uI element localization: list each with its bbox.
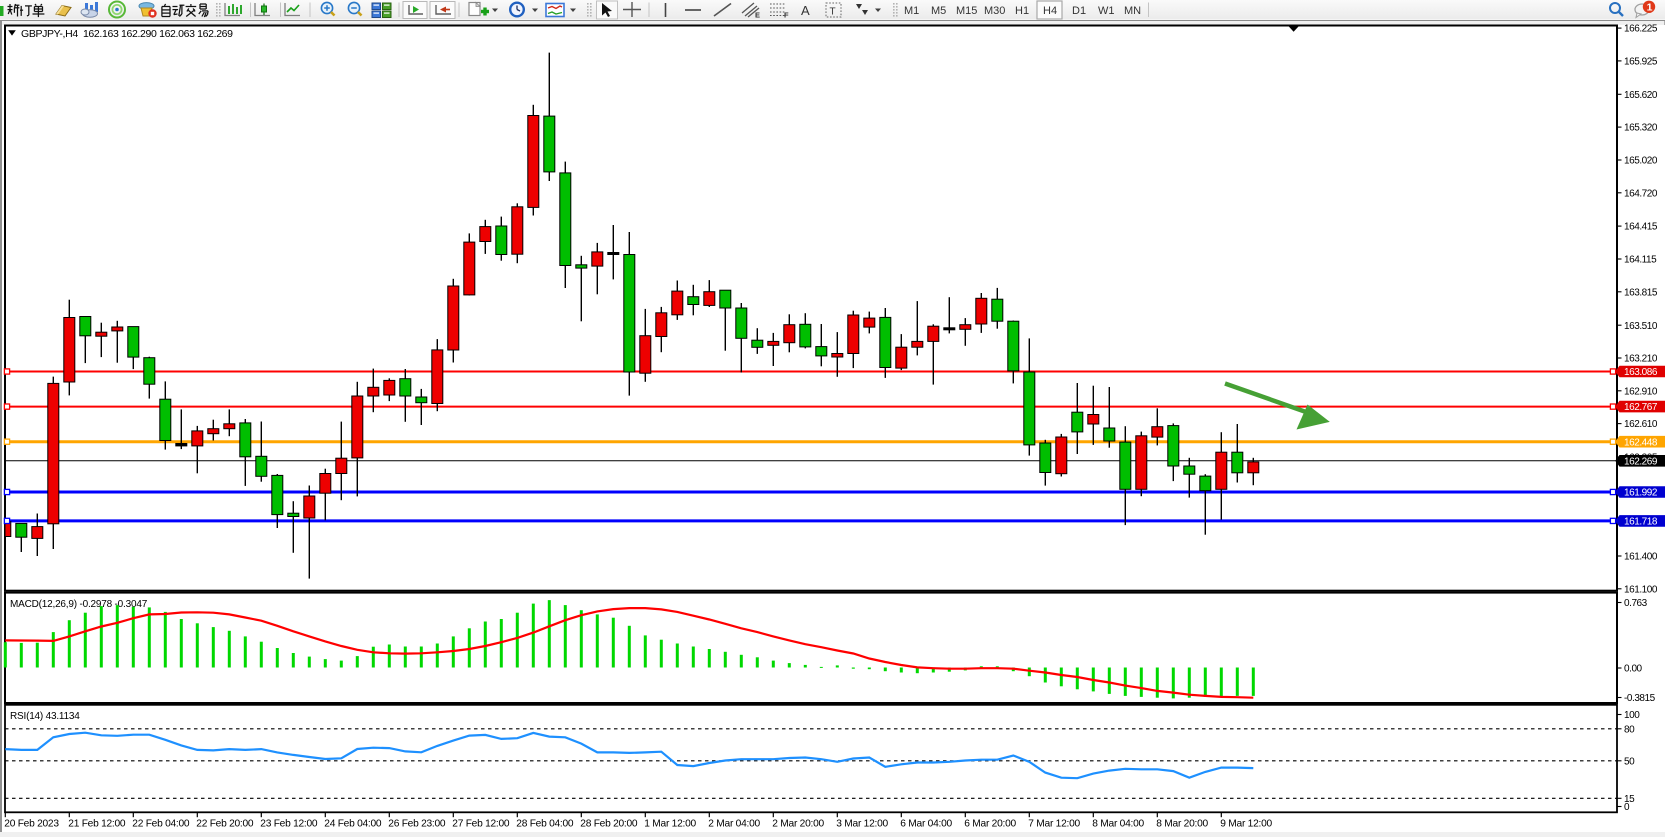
svg-text:165.925: 165.925 xyxy=(1624,57,1658,68)
svg-text:-0.3815: -0.3815 xyxy=(1624,693,1656,704)
svg-text:161.718: 161.718 xyxy=(1624,517,1658,528)
svg-text:MN: MN xyxy=(1124,5,1141,17)
svg-text:28 Feb 20:00: 28 Feb 20:00 xyxy=(580,819,638,830)
svg-text:22 Feb 04:00: 22 Feb 04:00 xyxy=(132,819,190,830)
svg-text:E: E xyxy=(755,11,760,20)
svg-text:27 Feb 12:00: 27 Feb 12:00 xyxy=(452,819,510,830)
svg-text:2 Mar 04:00: 2 Mar 04:00 xyxy=(708,819,760,830)
svg-text:22 Feb 20:00: 22 Feb 20:00 xyxy=(196,819,254,830)
svg-text:26 Feb 23:00: 26 Feb 23:00 xyxy=(388,819,446,830)
svg-text:M15: M15 xyxy=(956,5,977,17)
svg-text:9 Mar 12:00: 9 Mar 12:00 xyxy=(1220,819,1272,830)
svg-text:7 Mar 12:00: 7 Mar 12:00 xyxy=(1028,819,1080,830)
svg-text:T: T xyxy=(830,7,836,18)
svg-text:21 Feb 12:00: 21 Feb 12:00 xyxy=(68,819,126,830)
svg-text:0: 0 xyxy=(1624,802,1630,813)
svg-text:80: 80 xyxy=(1624,724,1635,735)
svg-text:163.086: 163.086 xyxy=(1624,367,1658,378)
svg-text:162.767: 162.767 xyxy=(1624,402,1658,413)
svg-text:2 Mar 20:00: 2 Mar 20:00 xyxy=(772,819,824,830)
svg-text:50: 50 xyxy=(1624,756,1635,767)
svg-text:0.00: 0.00 xyxy=(1624,664,1643,675)
svg-text:3 Mar 12:00: 3 Mar 12:00 xyxy=(836,819,888,830)
svg-text:161.100: 161.100 xyxy=(1624,584,1658,595)
svg-text:165.620: 165.620 xyxy=(1624,90,1658,101)
svg-text:165.020: 165.020 xyxy=(1624,156,1658,167)
svg-text:162.448: 162.448 xyxy=(1624,437,1658,448)
svg-text:166.225: 166.225 xyxy=(1624,24,1658,35)
svg-text:164.415: 164.415 xyxy=(1624,222,1658,233)
svg-text:165.320: 165.320 xyxy=(1624,123,1658,134)
svg-text:163.510: 163.510 xyxy=(1624,321,1658,332)
svg-text:1 Mar 12:00: 1 Mar 12:00 xyxy=(644,819,696,830)
svg-text:28 Feb 04:00: 28 Feb 04:00 xyxy=(516,819,574,830)
svg-text:23 Feb 12:00: 23 Feb 12:00 xyxy=(260,819,318,830)
svg-text:100: 100 xyxy=(1624,710,1640,721)
svg-text:M5: M5 xyxy=(931,5,946,17)
svg-text:RSI(14) 43.1134: RSI(14) 43.1134 xyxy=(10,711,80,722)
svg-text:M30: M30 xyxy=(984,5,1005,17)
svg-text:161.992: 161.992 xyxy=(1624,488,1658,499)
svg-text:M1: M1 xyxy=(904,5,919,17)
svg-text:6 Mar 04:00: 6 Mar 04:00 xyxy=(900,819,952,830)
svg-text:H1: H1 xyxy=(1015,5,1029,17)
svg-text:8 Mar 20:00: 8 Mar 20:00 xyxy=(1156,819,1208,830)
svg-text:20 Feb 2023: 20 Feb 2023 xyxy=(4,819,59,830)
svg-text:1: 1 xyxy=(1647,2,1653,14)
svg-text:162.910: 162.910 xyxy=(1624,386,1658,397)
svg-text:F: F xyxy=(784,11,789,20)
svg-text:164.115: 164.115 xyxy=(1624,255,1657,266)
svg-text:GBPJPY-,H4 162.163 162.290 16: GBPJPY-,H4 162.163 162.290 162.063 162.2… xyxy=(21,28,233,40)
svg-text:24 Feb 04:00: 24 Feb 04:00 xyxy=(324,819,382,830)
svg-text:161.400: 161.400 xyxy=(1624,552,1658,563)
svg-text:W1: W1 xyxy=(1098,5,1115,17)
svg-text:15: 15 xyxy=(1624,794,1635,805)
svg-text:A: A xyxy=(801,3,810,18)
svg-text:164.720: 164.720 xyxy=(1624,188,1658,199)
svg-text:8 Mar 04:00: 8 Mar 04:00 xyxy=(1092,819,1144,830)
svg-text:0.763: 0.763 xyxy=(1624,598,1648,609)
svg-text:H4: H4 xyxy=(1043,5,1057,17)
svg-text:6 Mar 20:00: 6 Mar 20:00 xyxy=(964,819,1016,830)
svg-text:D1: D1 xyxy=(1072,5,1086,17)
svg-text:162.269: 162.269 xyxy=(1624,456,1658,467)
svg-text:163.210: 163.210 xyxy=(1624,354,1658,365)
svg-text:162.610: 162.610 xyxy=(1624,419,1658,430)
svg-text:MACD(12,26,9) -0.2978 -0.3047: MACD(12,26,9) -0.2978 -0.3047 xyxy=(10,599,148,610)
svg-text:163.815: 163.815 xyxy=(1624,287,1658,298)
